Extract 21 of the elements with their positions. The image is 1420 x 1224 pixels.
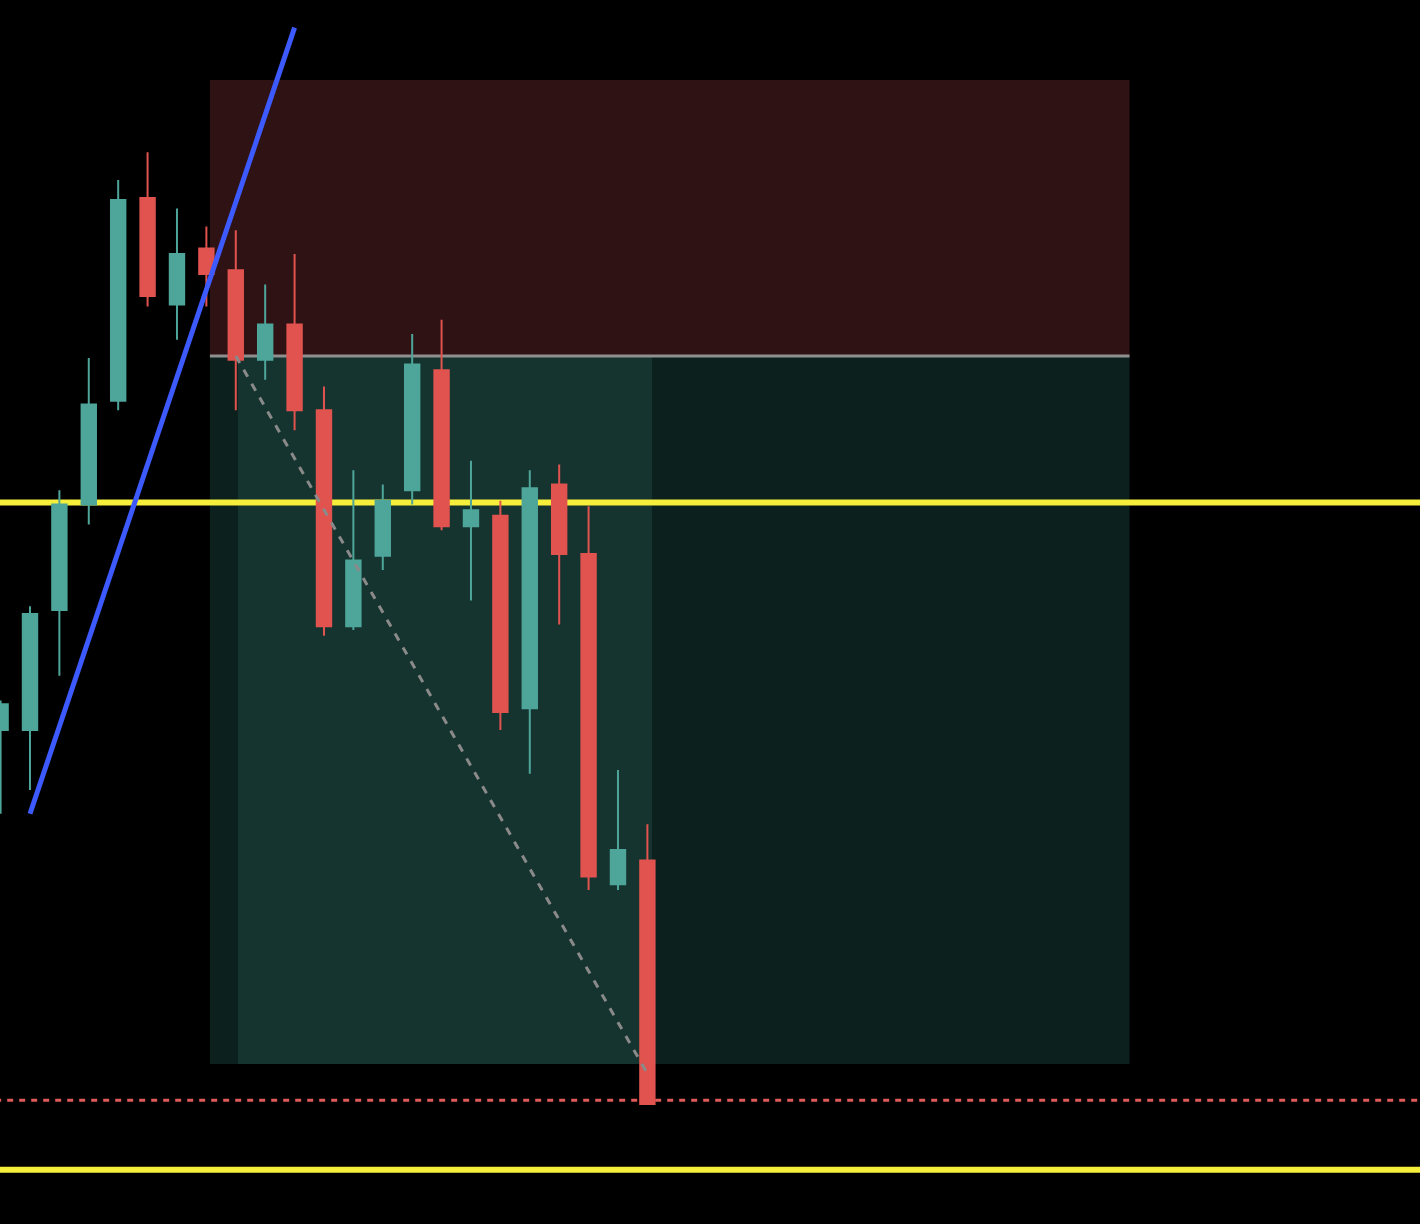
candlestick [168,207,186,341]
candlestick [374,483,391,572]
candlestick [21,605,39,791]
candlestick [256,283,274,381]
candlestick [139,151,156,308]
candlestick [462,459,480,602]
candlestick [521,469,538,775]
candlestick [403,333,421,506]
candlestick [580,505,597,891]
candlestick [51,489,68,677]
candlestick [315,385,333,637]
candlestick [492,499,509,732]
candlestick [345,469,362,632]
candlestick [227,229,244,412]
candlestick [109,178,127,412]
candlestick [433,318,450,532]
candlestick [286,253,303,432]
candlestick [609,769,627,891]
candlestick [80,356,97,526]
candlestick [550,463,568,626]
candlestick [198,225,215,308]
